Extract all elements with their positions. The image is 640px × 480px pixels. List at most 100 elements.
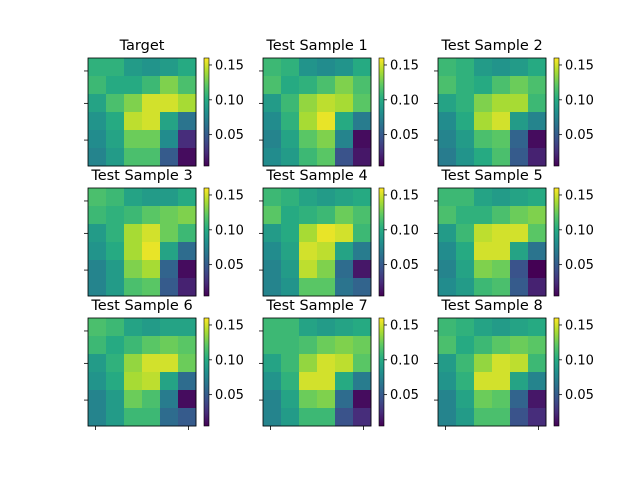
panel-title: Test Sample 1 [265,38,367,54]
heatmap-cell [281,242,300,261]
heatmap-cell [281,224,300,243]
heatmap-cell [124,94,143,113]
heatmap-cell [281,58,300,77]
heatmap-cell [160,94,179,113]
heatmap-cell [160,76,179,95]
heatmap-cell [438,130,457,149]
heatmap-cell [178,148,197,167]
heatmap-cell [142,58,161,77]
colorbar-frame [378,317,385,427]
heatmap-cell [510,206,529,225]
heatmap-cell [263,336,282,355]
heatmap-cell [142,318,161,337]
heatmap-cell [142,336,161,355]
panel-title: Test Sample 7 [265,298,367,314]
colorbar-tick-label: 0.10 [215,93,244,108]
heatmap-cell [142,278,161,297]
heatmap-cell [88,94,107,113]
heatmap-cell [299,94,318,113]
heatmap-cell [335,188,354,207]
heatmap-cell [474,206,493,225]
colorbar-tick-label: 0.10 [565,353,594,368]
heatmap-cell [281,148,300,167]
colorbar-tick-label: 0.10 [215,353,244,368]
axes-frame [437,57,547,167]
heatmap-cell [317,354,336,373]
heatmap-cell [353,354,372,373]
heatmap-cell [178,206,197,225]
heatmap-cell [335,372,354,391]
heatmap-cell [456,372,475,391]
heatmap-cell [492,354,511,373]
heatmap-cell [474,390,493,409]
colorbar-tick-label: 0.10 [215,223,244,238]
axes-frame [262,187,372,297]
heatmap-cell [492,408,511,427]
heatmap-cell [353,94,372,113]
heatmap-cell [353,130,372,149]
heatmap-cell [510,148,529,167]
heatmap-cell [528,318,547,337]
heatmap-cell [178,372,197,391]
colorbar-tick-label: 0.15 [565,58,594,73]
heatmap-cell [160,188,179,207]
heatmap-cell [88,408,107,427]
heatmap-cell [178,278,197,297]
colorbar-frame [378,57,385,167]
colorbar-tick-label: 0.15 [215,318,244,333]
heatmap-cell [510,278,529,297]
heatmap-cell [335,130,354,149]
heatmap-cell [510,112,529,131]
heatmap-cell [142,76,161,95]
colorbar [554,318,559,426]
heatmap-cell [281,408,300,427]
heatmap-panel: Test Sample 3 0.05 0.10 0.15 [84,168,244,297]
heatmap-cell [335,94,354,113]
colorbar-frame [203,57,210,167]
heatmap-cell [510,408,529,427]
heatmap-cell [456,260,475,279]
heatmap-cell [492,318,511,337]
heatmap-cell [142,390,161,409]
heatmap-cell [317,206,336,225]
heatmap-cell [299,372,318,391]
heatmap-panel: Test Sample 6 0.05 0.10 0.15 [84,298,244,430]
heatmap-cell [456,408,475,427]
heatmap-cell [160,260,179,279]
colorbar-tick-label: 0.10 [390,93,419,108]
colorbar-tick-label: 0.05 [390,128,419,143]
colorbar [554,188,559,296]
heatmap-cell [456,390,475,409]
heatmap-cell [106,130,125,149]
heatmap-cell [142,408,161,427]
heatmap-cell [124,58,143,77]
heatmap-cell [335,206,354,225]
heatmap-cell [142,224,161,243]
heatmap-cell [88,206,107,225]
heatmap-cell [474,148,493,167]
heatmap-cell [474,76,493,95]
heatmap-cell [142,94,161,113]
colorbar [204,58,209,166]
heatmap-cell [299,408,318,427]
heatmap-cell [474,242,493,261]
heatmap-cell [492,112,511,131]
heatmap-cell [438,336,457,355]
heatmap-cell [528,94,547,113]
heatmap-cell [160,58,179,77]
heatmap-cell [124,148,143,167]
colorbar-frame [378,187,385,297]
heatmap-cell [438,278,457,297]
heatmap-cell [353,76,372,95]
heatmap-cell [438,354,457,373]
heatmap-cell [124,408,143,427]
colorbar-tick-label: 0.05 [565,128,594,143]
heatmap-cell [106,148,125,167]
heatmap-cell [299,336,318,355]
heatmap-cell [281,76,300,95]
heatmap-cell [510,188,529,207]
axes-frame [437,317,547,427]
colorbar-frame [203,187,210,297]
heatmap-cell [474,260,493,279]
heatmap-cell [528,278,547,297]
